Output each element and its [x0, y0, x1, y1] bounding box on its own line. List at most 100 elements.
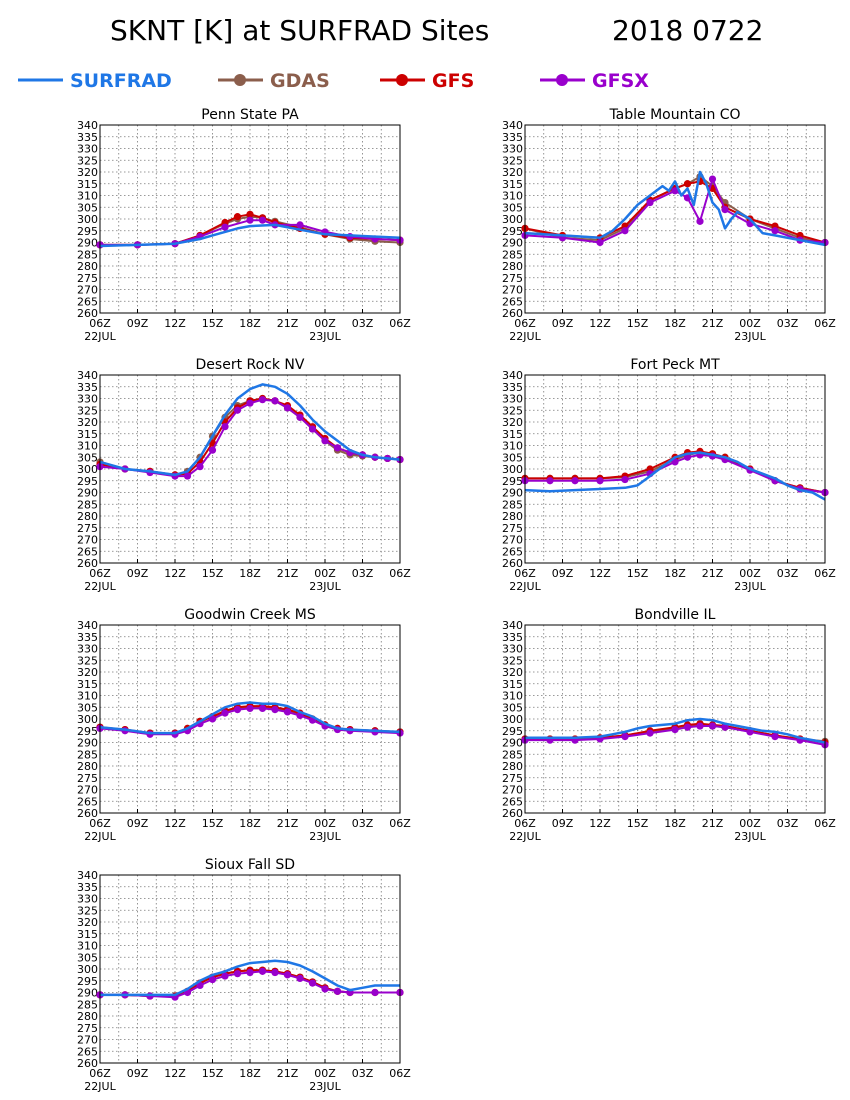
- x-date-label: 22JUL: [509, 580, 541, 593]
- data-point-gfsx: [333, 987, 342, 995]
- y-tick-label: 340: [77, 369, 98, 382]
- x-date-label: 23JUL: [309, 580, 341, 593]
- panel-title: Table Mountain CO: [608, 107, 740, 123]
- y-tick-label: 330: [77, 893, 98, 906]
- y-tick-label: 275: [502, 772, 523, 785]
- x-tick-label: 00Z: [314, 317, 336, 330]
- data-point-gfsx: [308, 979, 317, 987]
- x-tick-label: 21Z: [702, 567, 724, 580]
- panel-6: Sioux Fall SD 260265270275280285290295300…: [77, 857, 411, 1093]
- x-tick-label: 03Z: [777, 567, 799, 580]
- data-point-gfsx: [233, 406, 242, 414]
- data-point-gfsx: [621, 227, 629, 235]
- data-point-gfsx: [271, 968, 279, 977]
- y-tick-label: 320: [77, 666, 98, 679]
- x-tick-label: 06Z: [814, 567, 836, 580]
- x-tick-label: 15Z: [202, 317, 224, 330]
- plot-frame: [99, 374, 401, 564]
- y-tick-label: 260: [502, 557, 523, 570]
- panel-0: Penn State PA 260265270275280285290295300…: [77, 107, 411, 343]
- data-point-gfsx: [258, 396, 267, 404]
- y-tick-label: 280: [77, 1010, 98, 1023]
- y-tick-label: 270: [77, 534, 98, 547]
- x-tick-label: 06Z: [514, 317, 536, 330]
- x-tick-label: 06Z: [814, 817, 836, 830]
- y-tick-label: 290: [502, 487, 523, 500]
- panel-2: Desert Rock NV26026527027528028529029530…: [77, 357, 411, 593]
- data-point-gfsx: [233, 970, 242, 978]
- y-tick-label: 330: [77, 643, 98, 656]
- y-tick-label: 335: [77, 131, 98, 144]
- x-date-label: 22JUL: [509, 330, 541, 343]
- x-date-label: 23JUL: [309, 1080, 341, 1093]
- legend-marker: [556, 74, 568, 86]
- y-tick-label: 265: [77, 1045, 98, 1058]
- x-tick-label: 15Z: [202, 567, 224, 580]
- y-tick-label: 325: [77, 904, 98, 917]
- y-tick-label: 265: [77, 295, 98, 308]
- y-tick-label: 290: [77, 237, 98, 250]
- x-tick-label: 18Z: [239, 317, 261, 330]
- x-tick-label: 12Z: [589, 317, 611, 330]
- y-tick-label: 290: [77, 487, 98, 500]
- panel-title: Bondville IL: [635, 607, 716, 623]
- y-tick-label: 300: [77, 213, 98, 226]
- y-tick-label: 340: [502, 369, 523, 382]
- y-tick-label: 325: [77, 154, 98, 167]
- y-tick-label: 295: [502, 725, 523, 738]
- series-line-surfrad: [525, 717, 826, 744]
- x-date-label: 22JUL: [509, 830, 541, 843]
- y-tick-label: 260: [502, 307, 523, 320]
- data-point-gfsx: [271, 706, 279, 714]
- figure-title: SKNT [K] at SURFRAD Sites: [110, 14, 489, 47]
- data-point-gfsx: [671, 725, 679, 734]
- data-point-gfsx: [221, 972, 229, 980]
- y-tick-label: 270: [502, 284, 523, 297]
- x-tick-label: 12Z: [589, 567, 611, 580]
- y-tick-label: 310: [502, 190, 523, 203]
- data-point-gfsx: [283, 404, 292, 412]
- x-tick-label: 21Z: [277, 817, 299, 830]
- x-tick-label: 03Z: [777, 817, 799, 830]
- y-tick-label: 270: [502, 534, 523, 547]
- data-point-gfsx: [646, 729, 654, 737]
- y-tick-label: 260: [77, 307, 98, 320]
- x-date-label: 22JUL: [84, 580, 116, 593]
- x-tick-label: 18Z: [664, 817, 686, 830]
- figure-date: 2018 0722: [612, 14, 763, 47]
- x-date-label: 22JUL: [84, 330, 116, 343]
- data-point-gfs: [233, 213, 242, 221]
- data-point-gfsx: [371, 988, 379, 997]
- y-tick-label: 330: [502, 643, 523, 656]
- y-tick-label: 275: [502, 522, 523, 535]
- x-tick-label: 18Z: [239, 1067, 261, 1080]
- x-tick-label: 00Z: [739, 817, 761, 830]
- legend-item-gdas: GDAS: [218, 70, 330, 92]
- x-tick-label: 03Z: [352, 317, 374, 330]
- y-tick-label: 330: [77, 393, 98, 406]
- y-tick-label: 320: [502, 416, 523, 429]
- plot-frame: [524, 124, 826, 314]
- data-point-gfsx: [771, 733, 779, 741]
- x-tick-label: 06Z: [89, 567, 111, 580]
- x-tick-label: 21Z: [702, 317, 724, 330]
- y-tick-label: 330: [77, 143, 98, 156]
- y-tick-label: 280: [502, 510, 523, 523]
- x-tick-label: 00Z: [314, 1067, 336, 1080]
- y-tick-label: 305: [77, 951, 98, 964]
- y-tick-label: 290: [77, 987, 98, 1000]
- data-point-gfsx: [646, 198, 654, 207]
- y-tick-label: 265: [502, 545, 523, 558]
- x-date-label: 23JUL: [309, 330, 341, 343]
- data-point-gfsx: [708, 175, 717, 183]
- y-tick-label: 305: [77, 201, 98, 214]
- x-tick-label: 12Z: [589, 817, 611, 830]
- x-tick-label: 09Z: [552, 317, 574, 330]
- data-point-gfsx: [296, 413, 304, 421]
- y-tick-label: 300: [502, 213, 523, 226]
- x-tick-label: 18Z: [664, 317, 686, 330]
- x-tick-label: 09Z: [127, 317, 149, 330]
- x-tick-label: 00Z: [739, 567, 761, 580]
- y-tick-label: 285: [502, 748, 523, 761]
